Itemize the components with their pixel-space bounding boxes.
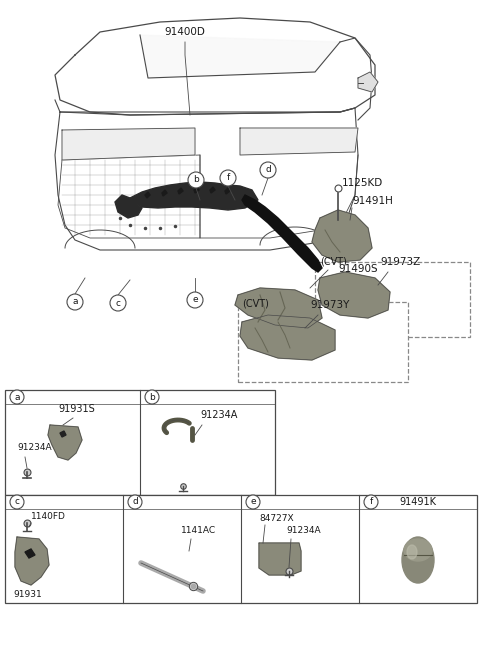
Text: 91973Y: 91973Y — [310, 300, 349, 310]
Text: f: f — [370, 497, 372, 506]
Polygon shape — [194, 187, 199, 193]
Circle shape — [145, 390, 159, 404]
Polygon shape — [15, 537, 49, 585]
Circle shape — [10, 390, 24, 404]
Bar — [5, 495, 477, 603]
Polygon shape — [60, 431, 66, 437]
Text: b: b — [149, 392, 155, 401]
Polygon shape — [259, 543, 301, 575]
Text: 1140FD: 1140FD — [31, 512, 66, 521]
Polygon shape — [145, 192, 150, 198]
Polygon shape — [48, 425, 82, 460]
Ellipse shape — [404, 539, 432, 561]
Circle shape — [364, 495, 378, 509]
Circle shape — [128, 495, 142, 509]
Circle shape — [220, 170, 236, 186]
Text: c: c — [116, 298, 120, 308]
Polygon shape — [312, 210, 372, 262]
Polygon shape — [130, 182, 258, 210]
Text: 91491H: 91491H — [352, 196, 393, 206]
Circle shape — [67, 294, 83, 310]
Polygon shape — [178, 188, 183, 194]
Text: d: d — [265, 165, 271, 174]
Ellipse shape — [407, 545, 417, 559]
Polygon shape — [140, 35, 340, 78]
Text: 1125KD: 1125KD — [342, 178, 383, 188]
Polygon shape — [25, 549, 35, 558]
Text: 91490S: 91490S — [338, 264, 378, 274]
Text: 91234A: 91234A — [200, 410, 238, 420]
Text: 91491K: 91491K — [399, 497, 436, 507]
Text: 84727X: 84727X — [259, 514, 294, 523]
Text: e: e — [250, 497, 256, 506]
Text: e: e — [192, 295, 198, 304]
Bar — [315, 262, 470, 337]
Bar — [238, 302, 408, 382]
Text: a: a — [14, 392, 20, 401]
Polygon shape — [210, 187, 215, 193]
Circle shape — [10, 495, 24, 509]
Polygon shape — [225, 188, 230, 194]
Text: d: d — [132, 497, 138, 506]
Text: 91931S: 91931S — [59, 404, 96, 414]
Text: (CVT): (CVT) — [242, 298, 269, 308]
Polygon shape — [115, 195, 142, 218]
Text: 91234A: 91234A — [17, 443, 52, 452]
Circle shape — [260, 162, 276, 178]
Polygon shape — [358, 72, 378, 92]
Text: 91931: 91931 — [13, 590, 42, 599]
Circle shape — [110, 295, 126, 311]
Ellipse shape — [402, 537, 434, 583]
Text: c: c — [14, 497, 20, 506]
Polygon shape — [162, 190, 167, 196]
Polygon shape — [62, 128, 195, 160]
Text: 91973Z: 91973Z — [380, 257, 420, 267]
Bar — [5, 390, 275, 495]
Polygon shape — [318, 272, 390, 318]
Text: 91234A: 91234A — [286, 526, 321, 535]
Polygon shape — [240, 128, 358, 155]
Circle shape — [246, 495, 260, 509]
Circle shape — [188, 172, 204, 188]
Text: f: f — [227, 173, 229, 182]
Text: b: b — [193, 176, 199, 184]
Circle shape — [187, 292, 203, 308]
Text: 1141AC: 1141AC — [181, 526, 216, 535]
Text: a: a — [72, 298, 78, 306]
Text: 91400D: 91400D — [165, 27, 205, 37]
Polygon shape — [242, 195, 322, 272]
Polygon shape — [235, 288, 322, 328]
Polygon shape — [240, 315, 335, 360]
Text: (CVT): (CVT) — [320, 257, 347, 267]
